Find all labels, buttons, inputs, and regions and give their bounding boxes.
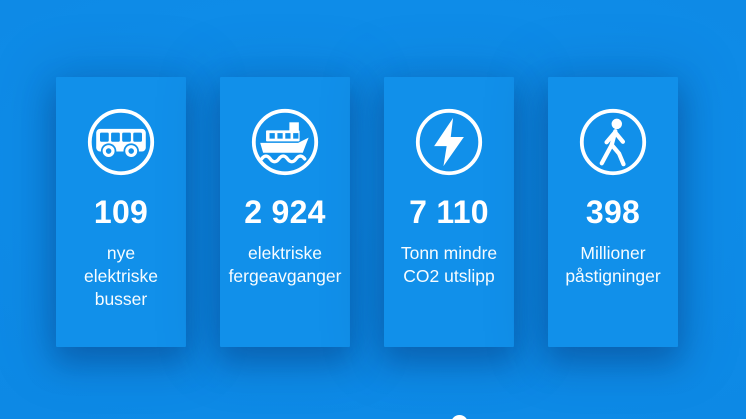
partial-logo-circle	[451, 415, 468, 419]
stat-card-boardings: 398 Millioner påstigninger	[548, 77, 678, 347]
stat-label: nye elektriske busser	[84, 243, 158, 309]
stat-label: Millioner påstigninger	[565, 243, 661, 286]
stat-value: 2 924	[244, 194, 326, 230]
stat-card-co2: 7 110 Tonn mindre CO2 utslipp	[384, 77, 514, 347]
stat-label: elektriske fergeavganger	[228, 243, 342, 286]
stat-label: Tonn mindre CO2 utslipp	[400, 243, 498, 286]
bus-icon	[86, 107, 156, 177]
stat-card-ferries: 2 924 elektriske fergeavganger	[220, 77, 350, 347]
stats-cards-row: 109 nye elektriske busser 2 924 ele	[56, 77, 678, 347]
lightning-bolt-icon	[414, 107, 484, 177]
stat-value: 109	[93, 194, 149, 230]
pedestrian-icon	[578, 107, 648, 177]
ferry-icon	[250, 107, 320, 177]
stat-value: 398	[585, 194, 641, 230]
stat-value: 7 110	[409, 194, 489, 230]
stat-card-buses: 109 nye elektriske busser	[56, 77, 186, 347]
